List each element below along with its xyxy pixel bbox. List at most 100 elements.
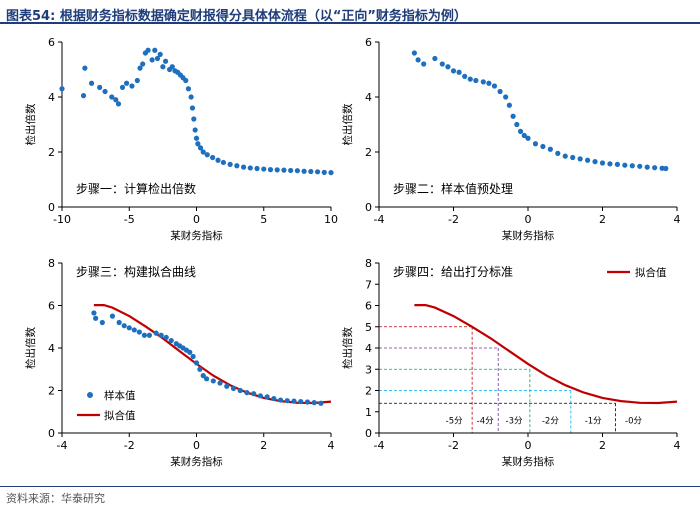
y-tick-label: 2 <box>48 146 55 159</box>
y-tick-label: 7 <box>365 278 372 291</box>
y-tick-label: 6 <box>48 300 55 313</box>
data-point <box>200 373 206 379</box>
chart-4: -5分 -4分 -3分 -2分 -1分 -0分 0 1 2 3 4 5 6 7 8 -4 -2 0 2 4 某财务指标 检… <box>341 257 681 468</box>
data-point <box>599 160 606 166</box>
data-point <box>193 360 200 366</box>
data-point <box>314 169 321 175</box>
y-tick-label: 2 <box>365 385 372 398</box>
x-tick-label: 4 <box>674 439 681 452</box>
data-point <box>480 79 486 85</box>
data-point <box>109 94 115 100</box>
x-axis-title: 某财务指标 <box>502 229 555 242</box>
data-point <box>659 165 665 171</box>
data-point <box>264 394 270 400</box>
data-point <box>162 58 169 64</box>
data-point <box>251 391 257 397</box>
score-label: -2分 <box>542 416 559 426</box>
data-point <box>644 164 650 170</box>
data-point <box>131 327 137 333</box>
data-point <box>663 165 669 172</box>
data-point <box>462 73 468 79</box>
y-tick-label: 0 <box>365 427 372 440</box>
data-point <box>585 157 591 163</box>
data-point <box>193 135 200 141</box>
score-label: -3分 <box>506 416 523 426</box>
data-point <box>271 395 277 402</box>
data-point <box>215 157 221 163</box>
data-point <box>467 76 473 82</box>
data-point <box>153 330 159 336</box>
data-point <box>637 163 643 169</box>
data-point <box>445 64 451 70</box>
data-point <box>629 163 635 169</box>
y-tick-label: 8 <box>48 257 55 270</box>
data-point <box>136 329 142 335</box>
score-label: -5分 <box>446 416 463 426</box>
data-point <box>168 337 174 344</box>
data-point <box>140 61 146 67</box>
y-tick-label: 0 <box>365 201 372 214</box>
data-point <box>59 86 65 92</box>
data-point <box>189 105 196 111</box>
data-point <box>411 50 417 56</box>
step-label: 步骤三：构建拟合曲线 <box>76 264 196 279</box>
step-label: 步骤一：计算检出倍数 <box>76 181 196 196</box>
y-tick-label: 6 <box>48 36 55 49</box>
step-label: 步骤二：样本值预处理 <box>393 181 513 196</box>
data-point <box>510 113 516 119</box>
legend-label: 拟合值 <box>635 266 667 279</box>
data-point <box>163 334 169 340</box>
data-point <box>134 77 140 84</box>
x-tick-label: -2 <box>448 213 459 226</box>
data-point <box>304 399 311 405</box>
x-tick-label: -2 <box>448 439 459 452</box>
data-point <box>197 366 203 372</box>
x-tick-label: 2 <box>599 213 606 226</box>
data-point <box>210 154 216 161</box>
data-point <box>203 376 210 382</box>
data-point <box>311 400 317 406</box>
legend-label: 样本值 <box>104 389 136 402</box>
data-point <box>158 332 164 338</box>
data-point <box>308 168 314 175</box>
x-tick-label: 2 <box>599 439 606 452</box>
data-point <box>491 83 498 89</box>
x-tick-label: -4 <box>374 213 385 226</box>
data-point <box>126 325 132 331</box>
data-point <box>439 61 445 67</box>
data-point <box>80 93 87 99</box>
score-label: -0分 <box>625 416 642 426</box>
data-point <box>577 156 583 162</box>
y-tick-label: 4 <box>365 91 372 104</box>
x-tick-label: 0 <box>525 213 532 226</box>
data-point <box>607 161 613 167</box>
x-tick-label: 0 <box>525 439 532 452</box>
data-point <box>113 97 119 103</box>
data-point <box>415 57 421 63</box>
data-point <box>570 154 576 161</box>
data-point <box>301 168 307 174</box>
data-point <box>532 141 539 147</box>
y-axis-title: 检出倍数 <box>341 103 354 145</box>
data-point <box>102 88 108 95</box>
data-point <box>274 167 280 173</box>
data-point <box>97 84 103 90</box>
x-tick-label: -10 <box>53 213 71 226</box>
y-tick-label: 0 <box>48 201 55 214</box>
y-tick-label: 3 <box>365 363 372 376</box>
data-point <box>540 143 546 150</box>
footer-rule <box>0 486 700 487</box>
data-point <box>149 57 155 63</box>
data-point <box>157 51 163 57</box>
y-axis-title: 检出倍数 <box>341 327 354 369</box>
data-point <box>217 380 223 386</box>
data-point <box>197 145 204 151</box>
data-point <box>473 77 479 84</box>
y-tick-label: 2 <box>48 385 55 398</box>
data-point <box>547 146 553 152</box>
x-tick-label: 0 <box>193 439 200 452</box>
y-tick-label: 2 <box>365 146 372 159</box>
